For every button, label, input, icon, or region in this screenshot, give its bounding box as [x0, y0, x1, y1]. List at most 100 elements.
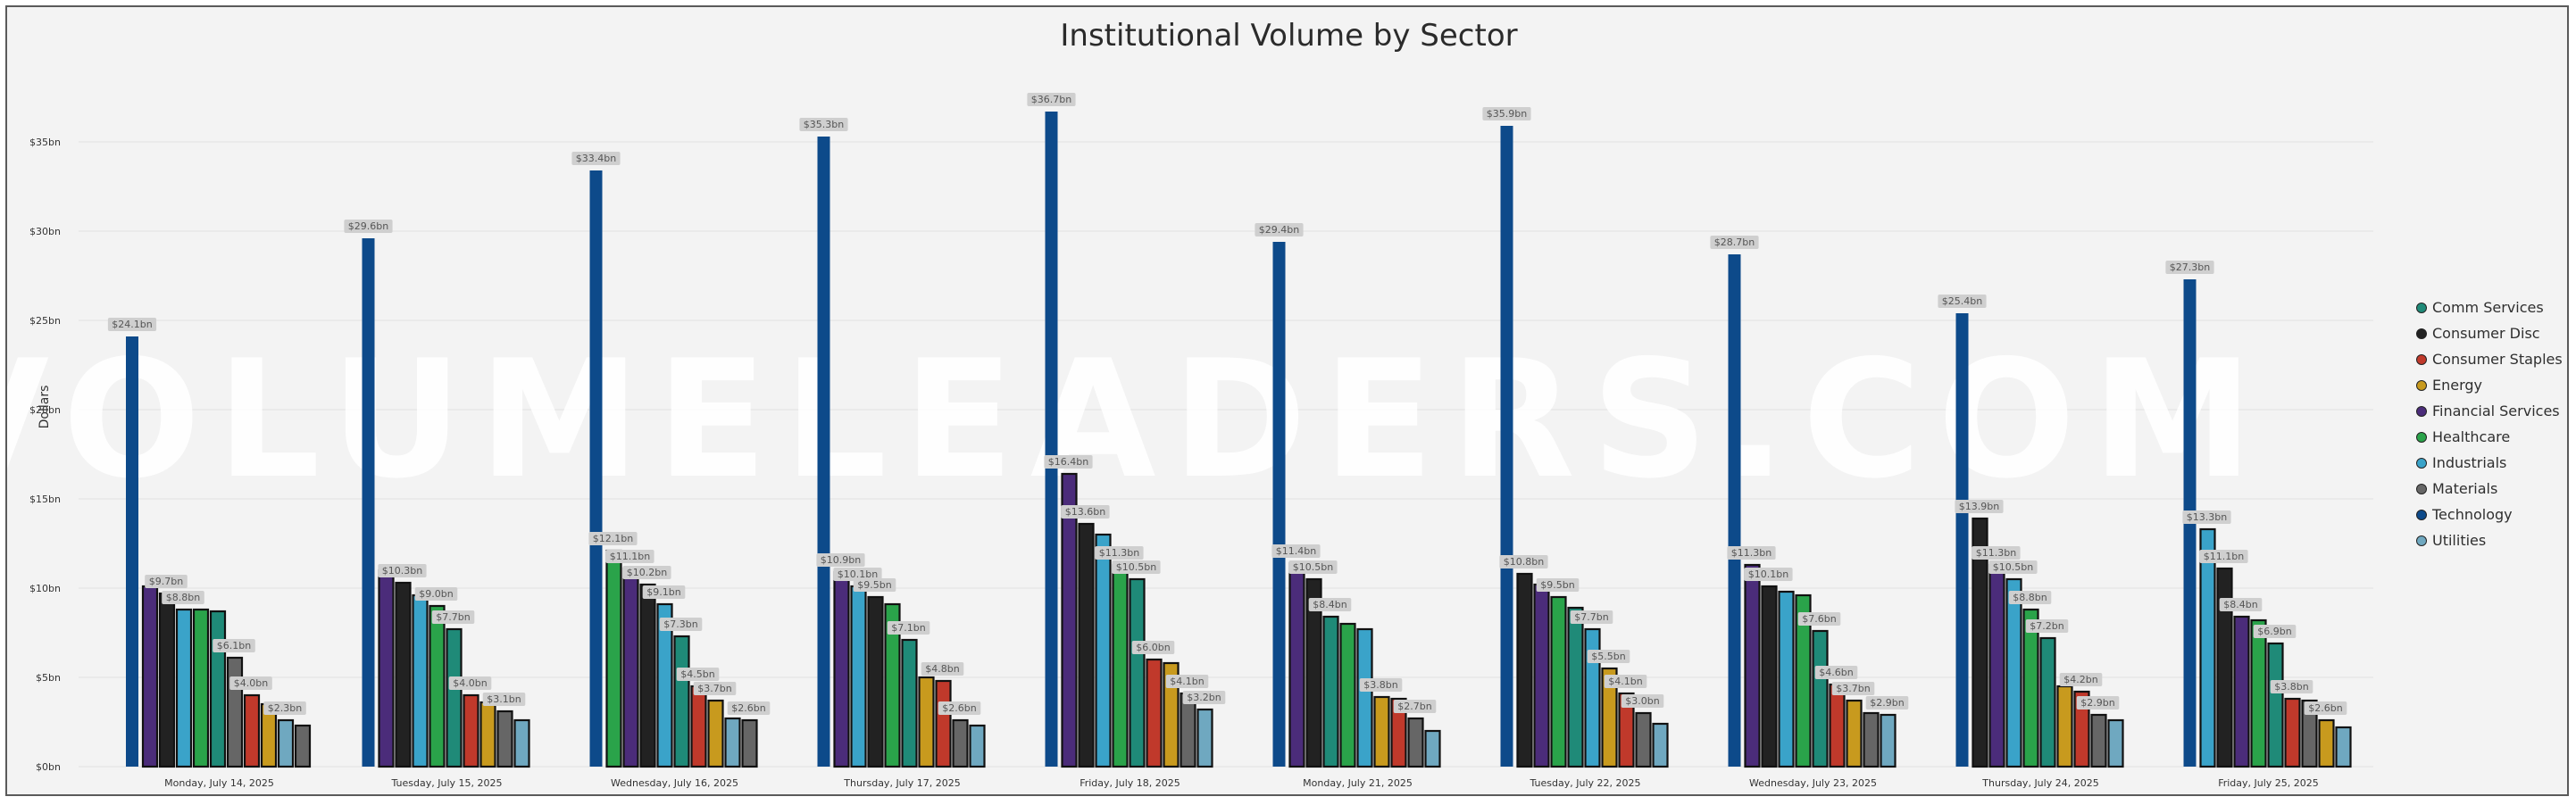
data-label: $16.4bn — [1048, 456, 1088, 468]
data-label-bg — [2025, 619, 2069, 633]
legend-label: Consumer Staples — [2432, 351, 2563, 368]
bar — [1305, 577, 1322, 768]
data-label: $3.7bn — [697, 683, 731, 694]
data-label: $4.2bn — [2063, 674, 2097, 685]
data-label-bg — [833, 568, 882, 581]
data-label: $6.0bn — [1136, 642, 1170, 653]
data-label: $28.7bn — [1714, 237, 1755, 248]
y-tick-label: $15bn — [29, 494, 61, 505]
bar — [1601, 667, 1618, 768]
data-label: $8.4bn — [2223, 599, 2257, 610]
data-label-bg — [622, 566, 671, 579]
legend-item[interactable]: Technology — [2416, 502, 2563, 527]
bar — [513, 718, 530, 768]
bar — [901, 638, 918, 768]
data-label: $4.0bn — [234, 677, 268, 689]
data-label: $33.4bn — [576, 153, 616, 164]
data-label: $4.8bn — [925, 663, 959, 675]
bar — [1163, 661, 1180, 768]
data-label-bg — [1359, 678, 1403, 692]
data-label: $5.5bn — [1591, 651, 1625, 662]
data-label: $10.8bn — [1504, 556, 1544, 568]
bar — [126, 336, 138, 767]
bar — [1407, 717, 1424, 768]
bar — [463, 693, 479, 768]
bar — [362, 238, 375, 767]
bar — [1533, 583, 1550, 768]
bar — [2250, 618, 2267, 768]
data-label-bg — [2059, 673, 2103, 686]
bar — [1829, 683, 1846, 768]
x-tick-label: Thursday, July 24, 2025 — [1981, 777, 2098, 789]
bar — [1078, 522, 1095, 768]
x-tick-label: Wednesday, July 23, 2025 — [1749, 777, 1877, 789]
data-label: $7.7bn — [436, 611, 470, 623]
data-label-bg — [588, 532, 638, 545]
legend-label: Comm Services — [2432, 299, 2544, 316]
data-label-bg — [2076, 696, 2120, 710]
bar — [226, 656, 244, 768]
bar — [622, 567, 639, 768]
x-tick-label: Thursday, July 17, 2025 — [843, 777, 960, 789]
data-label: $7.2bn — [2030, 620, 2063, 632]
bar — [192, 608, 210, 768]
bar — [1146, 658, 1163, 768]
data-label: $10.3bn — [382, 565, 422, 577]
bar — [1339, 622, 1356, 768]
legend-item[interactable]: Materials — [2416, 476, 2563, 502]
data-label-bg — [1831, 682, 1875, 695]
bar — [2056, 685, 2073, 768]
data-label-bg — [1604, 675, 1647, 688]
data-label: $7.1bn — [891, 622, 925, 634]
bar — [175, 608, 193, 768]
data-label-bg — [162, 591, 204, 604]
bar — [479, 701, 496, 768]
data-label: $4.1bn — [1608, 676, 1642, 687]
bar — [690, 685, 707, 768]
y-tick-label: $30bn — [29, 226, 61, 237]
data-label-bg — [1710, 236, 1759, 249]
legend-label: Materials — [2432, 480, 2498, 497]
legend-item[interactable]: Financial Services — [2416, 398, 2563, 424]
bar — [243, 693, 261, 768]
data-label: $27.3bn — [2170, 261, 2210, 273]
bar — [158, 592, 176, 768]
bar — [141, 585, 159, 768]
data-label-bg — [2219, 598, 2263, 611]
bar — [1955, 313, 1969, 767]
bar — [1095, 533, 1112, 768]
bar — [833, 570, 850, 768]
bar — [277, 718, 295, 768]
legend-item[interactable]: Utilities — [2416, 527, 2563, 553]
bar — [294, 724, 312, 768]
legend-marker-icon — [2416, 535, 2427, 546]
bar — [2107, 718, 2124, 768]
data-label: $2.9bn — [1870, 697, 1904, 709]
data-label-bg — [431, 610, 475, 624]
data-label-bg — [448, 676, 492, 690]
bar — [2301, 699, 2318, 768]
bar — [867, 595, 884, 768]
data-label: $9.1bn — [646, 586, 680, 598]
legend-item[interactable]: Healthcare — [2416, 424, 2563, 450]
data-label: $11.4bn — [1276, 545, 1316, 557]
legend-item[interactable]: Industrials — [2416, 450, 2563, 476]
bar — [1196, 708, 1213, 768]
bar — [1356, 627, 1373, 768]
chart-frame: $0bn $5bn $10bn $15bn $20bn $25bn $30bn $35bn VO… — [5, 5, 2569, 796]
legend-item[interactable]: Energy — [2416, 372, 2563, 398]
data-label-bg — [1255, 223, 1304, 237]
legend-item[interactable]: Consumer Disc — [2416, 320, 2563, 346]
legend-item[interactable]: Comm Services — [2416, 295, 2563, 320]
bar — [1812, 629, 1829, 768]
bar — [639, 583, 656, 768]
bar — [412, 593, 429, 768]
bar — [1584, 627, 1601, 768]
bar — [1778, 590, 1795, 768]
bar — [1112, 563, 1129, 768]
bar — [1880, 713, 1897, 768]
data-label: $7.7bn — [1574, 611, 1608, 623]
data-label-bg — [1955, 500, 2004, 513]
legend-item[interactable]: Consumer Staples — [2416, 346, 2563, 372]
data-label-bg — [2304, 701, 2347, 715]
